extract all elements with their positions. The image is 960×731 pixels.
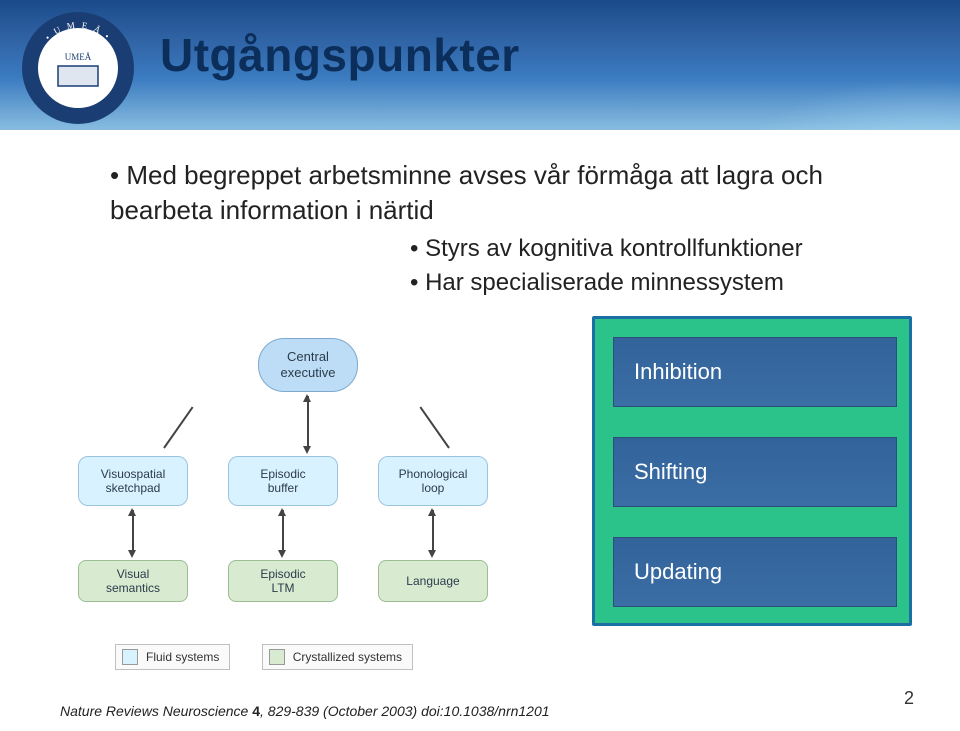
ctrl-label: Inhibition <box>634 359 722 385</box>
legend-swatch-icon <box>122 649 138 665</box>
node-episodic-ltm: EpisodicLTM <box>228 560 338 602</box>
arrow-head-icon <box>128 550 136 558</box>
diagram-legend: Fluid systems Crystallized systems <box>115 644 441 670</box>
arrow-head-icon <box>278 550 286 558</box>
citation: Nature Reviews Neuroscience 4, 829-839 (… <box>60 703 550 719</box>
node-central-executive: Centralexecutive <box>258 338 358 392</box>
bullet-3: Har specialiserade minnessystem <box>410 266 890 300</box>
university-seal-icon: UMEÅ • U M E Å • <box>18 8 138 128</box>
arrow-line <box>163 406 193 448</box>
legend-label: Fluid systems <box>146 650 219 664</box>
working-memory-diagram: Centralexecutive Visuospatialsketchpad E… <box>78 338 538 658</box>
citation-volume: 4 <box>252 703 260 719</box>
node-label: Visuospatialsketchpad <box>101 467 166 496</box>
slide-title: Utgångspunkter <box>160 28 520 82</box>
node-label: Centralexecutive <box>281 349 336 380</box>
arrow-head-icon <box>428 550 436 558</box>
legend-label: Crystallized systems <box>293 650 402 664</box>
ctrl-shifting: Shifting <box>613 437 897 507</box>
legend-item-crystallized: Crystallized systems <box>262 644 413 670</box>
legend-swatch-icon <box>269 649 285 665</box>
node-label: Language <box>406 574 459 588</box>
arrow-line <box>132 510 134 552</box>
bullet-list: Med begreppet arbetsminne avses vår förm… <box>110 158 890 299</box>
citation-rest: , 829-839 (October 2003) doi:10.1038/nrn… <box>260 703 550 719</box>
arrow-line <box>307 396 309 448</box>
arrow-line <box>432 510 434 552</box>
node-episodic-buffer: Episodicbuffer <box>228 456 338 506</box>
arrow-line <box>282 510 284 552</box>
node-label: EpisodicLTM <box>260 567 305 596</box>
ctrl-inhibition: Inhibition <box>613 337 897 407</box>
node-label: Episodicbuffer <box>260 467 305 496</box>
arrow-head-icon <box>303 394 311 402</box>
control-functions-panel: Inhibition Shifting Updating <box>592 316 912 626</box>
node-label: Visualsemantics <box>106 567 160 596</box>
header-swirl <box>580 0 960 130</box>
legend-item-fluid: Fluid systems <box>115 644 230 670</box>
node-visuospatial-sketchpad: Visuospatialsketchpad <box>78 456 188 506</box>
svg-text:UMEÅ: UMEÅ <box>65 52 92 62</box>
arrow-head-icon <box>128 508 136 516</box>
ctrl-label: Shifting <box>634 459 707 485</box>
arrow-head-icon <box>303 446 311 454</box>
page-number: 2 <box>904 688 914 709</box>
ctrl-updating: Updating <box>613 537 897 607</box>
arrow-head-icon <box>278 508 286 516</box>
arrow-line <box>420 406 450 448</box>
ctrl-label: Updating <box>634 559 722 585</box>
node-label: Phonologicalloop <box>399 467 468 496</box>
bullet-2: Styrs av kognitiva kontrollfunktioner <box>410 232 890 266</box>
arrow-head-icon <box>428 508 436 516</box>
node-visual-semantics: Visualsemantics <box>78 560 188 602</box>
bullet-1: Med begreppet arbetsminne avses vår förm… <box>110 158 890 228</box>
citation-journal: Nature Reviews Neuroscience <box>60 703 248 719</box>
node-language: Language <box>378 560 488 602</box>
node-phonological-loop: Phonologicalloop <box>378 456 488 506</box>
slide: UMEÅ • U M E Å • Utgångspunkter Med begr… <box>0 0 960 731</box>
